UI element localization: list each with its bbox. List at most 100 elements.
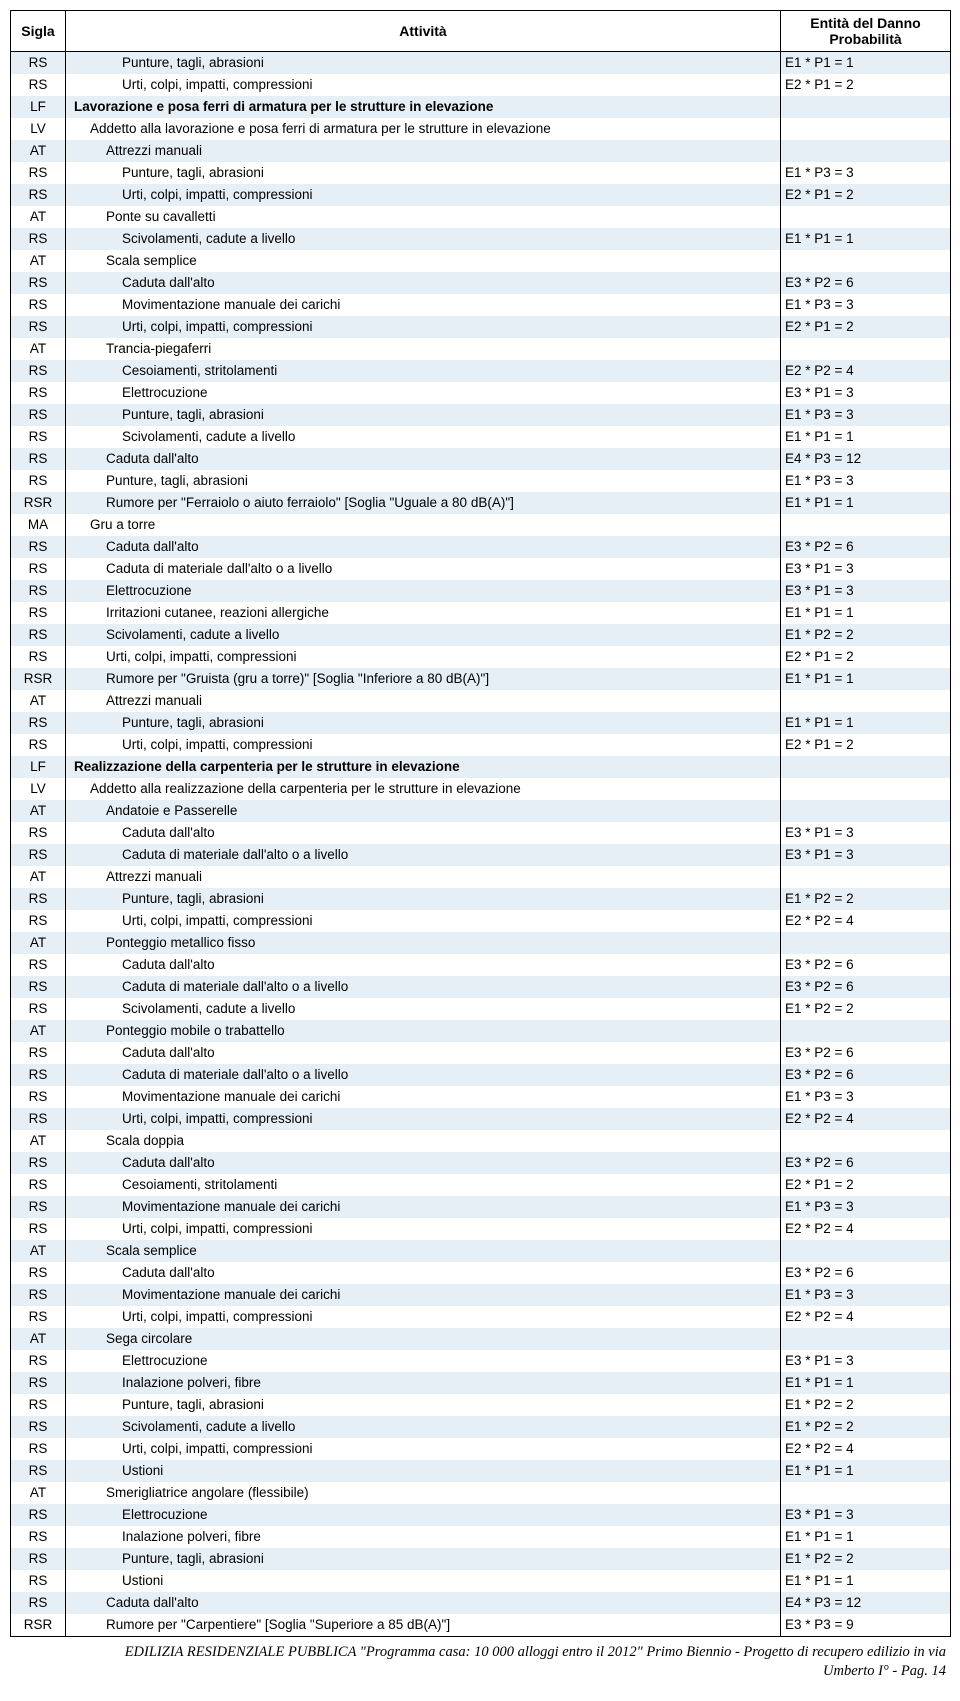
cell-sigla: LF	[11, 96, 66, 118]
cell-sigla: RS	[11, 1526, 66, 1548]
cell-sigla: AT	[11, 690, 66, 712]
cell-sigla: RS	[11, 1218, 66, 1240]
cell-sigla: RS	[11, 1504, 66, 1526]
cell-sigla: RS	[11, 1592, 66, 1614]
cell-attivita: Urti, colpi, impatti, compressioni	[66, 74, 781, 96]
cell-sigla: AT	[11, 1482, 66, 1504]
cell-attivita: Urti, colpi, impatti, compressioni	[66, 1218, 781, 1240]
cell-sigla: AT	[11, 1020, 66, 1042]
cell-sigla: AT	[11, 1130, 66, 1152]
cell-entita	[781, 514, 951, 536]
table-row: RSScivolamenti, cadute a livelloE1 * P1 …	[11, 426, 951, 448]
table-row: RSPunture, tagli, abrasioniE1 * P2 = 2	[11, 888, 951, 910]
cell-attivita: Rumore per "Ferraiolo o aiuto ferraiolo"…	[66, 492, 781, 514]
table-row: LVAddetto alla lavorazione e posa ferri …	[11, 118, 951, 140]
cell-attivita: Punture, tagli, abrasioni	[66, 52, 781, 75]
cell-entita	[781, 1130, 951, 1152]
table-row: RSUrti, colpi, impatti, compressioniE2 *…	[11, 316, 951, 338]
table-row: RSPunture, tagli, abrasioniE1 * P3 = 3	[11, 162, 951, 184]
table-row: RSUrti, colpi, impatti, compressioniE2 *…	[11, 734, 951, 756]
cell-attivita: Scivolamenti, cadute a livello	[66, 998, 781, 1020]
cell-entita: E2 * P1 = 2	[781, 74, 951, 96]
table-row: RSRRumore per "Gruista (gru a torre)" [S…	[11, 668, 951, 690]
table-row: ATSmerigliatrice angolare (flessibile)	[11, 1482, 951, 1504]
cell-sigla: RS	[11, 74, 66, 96]
cell-attivita: Attrezzi manuali	[66, 140, 781, 162]
cell-entita	[781, 800, 951, 822]
cell-entita: E2 * P2 = 4	[781, 1108, 951, 1130]
table-row: RSPunture, tagli, abrasioniE1 * P1 = 1	[11, 52, 951, 75]
table-row: RSUrti, colpi, impatti, compressioniE2 *…	[11, 74, 951, 96]
table-row: LVAddetto alla realizzazione della carpe…	[11, 778, 951, 800]
cell-sigla: RS	[11, 1394, 66, 1416]
cell-sigla: RS	[11, 536, 66, 558]
cell-attivita: Cesoiamenti, stritolamenti	[66, 1174, 781, 1196]
cell-sigla: RS	[11, 1570, 66, 1592]
table-row: RSCaduta dall'altoE3 * P2 = 6	[11, 272, 951, 294]
cell-sigla: AT	[11, 800, 66, 822]
cell-attivita: Ponte su cavalletti	[66, 206, 781, 228]
table-row: RSElettrocuzioneE3 * P1 = 3	[11, 1504, 951, 1526]
cell-sigla: RS	[11, 1262, 66, 1284]
cell-attivita: Punture, tagli, abrasioni	[66, 1548, 781, 1570]
cell-sigla: RS	[11, 558, 66, 580]
cell-sigla: AT	[11, 932, 66, 954]
cell-sigla: RS	[11, 712, 66, 734]
risk-table: Sigla Attività Entità del Danno Probabil…	[10, 10, 951, 1637]
cell-entita: E2 * P1 = 2	[781, 1174, 951, 1196]
cell-sigla: RS	[11, 844, 66, 866]
cell-sigla: RS	[11, 470, 66, 492]
cell-sigla: RS	[11, 1196, 66, 1218]
cell-entita	[781, 1328, 951, 1350]
cell-sigla: RS	[11, 426, 66, 448]
cell-entita: E1 * P3 = 3	[781, 1284, 951, 1306]
cell-entita	[781, 1240, 951, 1262]
cell-attivita: Rumore per "Carpentiere" [Soglia "Superi…	[66, 1614, 781, 1637]
cell-entita: E3 * P2 = 6	[781, 536, 951, 558]
table-row: RSMovimentazione manuale dei carichiE1 *…	[11, 1196, 951, 1218]
cell-attivita: Inalazione polveri, fibre	[66, 1526, 781, 1548]
cell-attivita: Scala semplice	[66, 1240, 781, 1262]
cell-entita: E2 * P1 = 2	[781, 184, 951, 206]
cell-attivita: Urti, colpi, impatti, compressioni	[66, 1108, 781, 1130]
cell-sigla: RS	[11, 1548, 66, 1570]
table-row: RSCaduta dall'altoE3 * P2 = 6	[11, 954, 951, 976]
table-row: RSUrti, colpi, impatti, compressioniE2 *…	[11, 1218, 951, 1240]
cell-sigla: AT	[11, 866, 66, 888]
cell-attivita: Rumore per "Gruista (gru a torre)" [Sogl…	[66, 668, 781, 690]
cell-attivita: Caduta dall'alto	[66, 954, 781, 976]
cell-attivita: Punture, tagli, abrasioni	[66, 404, 781, 426]
table-row: RSUrti, colpi, impatti, compressioniE2 *…	[11, 1108, 951, 1130]
cell-sigla: RS	[11, 624, 66, 646]
cell-entita: E1 * P1 = 1	[781, 1460, 951, 1482]
cell-attivita: Lavorazione e posa ferri di armatura per…	[66, 96, 781, 118]
table-row: ATPonteggio mobile o trabattello	[11, 1020, 951, 1042]
cell-attivita: Caduta di materiale dall'alto o a livell…	[66, 1064, 781, 1086]
cell-attivita: Realizzazione della carpenteria per le s…	[66, 756, 781, 778]
cell-entita: E2 * P2 = 4	[781, 360, 951, 382]
cell-entita: E1 * P2 = 2	[781, 624, 951, 646]
cell-sigla: RS	[11, 888, 66, 910]
table-row: RSElettrocuzioneE3 * P1 = 3	[11, 1350, 951, 1372]
cell-attivita: Scala doppia	[66, 1130, 781, 1152]
cell-attivita: Ponteggio mobile o trabattello	[66, 1020, 781, 1042]
cell-attivita: Punture, tagli, abrasioni	[66, 470, 781, 492]
cell-entita	[781, 250, 951, 272]
cell-entita: E2 * P1 = 2	[781, 646, 951, 668]
cell-sigla: RS	[11, 228, 66, 250]
cell-attivita: Movimentazione manuale dei carichi	[66, 1196, 781, 1218]
table-row: RSCaduta di materiale dall'alto o a live…	[11, 976, 951, 998]
cell-entita: E1 * P2 = 2	[781, 888, 951, 910]
cell-sigla: RS	[11, 52, 66, 75]
table-row: ATTrancia-piegaferri	[11, 338, 951, 360]
cell-sigla: RS	[11, 1086, 66, 1108]
cell-entita: E1 * P1 = 1	[781, 712, 951, 734]
cell-attivita: Elettrocuzione	[66, 580, 781, 602]
cell-attivita: Trancia-piegaferri	[66, 338, 781, 360]
cell-sigla: MA	[11, 514, 66, 536]
cell-entita: E2 * P2 = 4	[781, 1218, 951, 1240]
cell-entita	[781, 690, 951, 712]
cell-entita	[781, 1482, 951, 1504]
cell-entita: E1 * P1 = 1	[781, 668, 951, 690]
cell-attivita: Scivolamenti, cadute a livello	[66, 624, 781, 646]
